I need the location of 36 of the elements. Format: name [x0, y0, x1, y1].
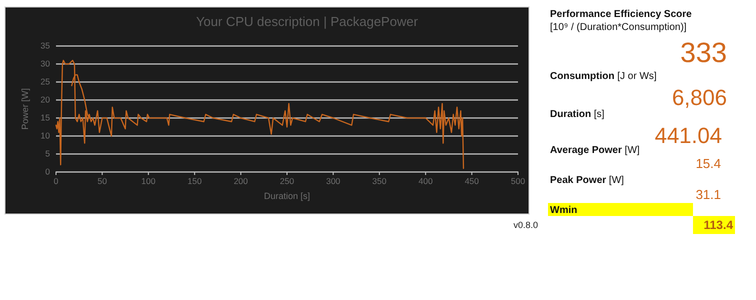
- text: Duration [s]: [550, 109, 605, 120]
- x-tick-label: 350: [372, 176, 387, 186]
- x-tick-label: 0: [54, 176, 59, 186]
- y-tick-label: 20: [40, 94, 50, 105]
- text: 6,806: [672, 85, 727, 110]
- x-tick-label: 500: [510, 176, 526, 186]
- chart-title: Your CPU description | PackagePower: [196, 14, 419, 29]
- text: 31.1: [696, 187, 721, 202]
- text: 15.4: [696, 156, 721, 171]
- x-tick-label: 150: [188, 176, 202, 186]
- x-tick-label: 100: [141, 176, 156, 186]
- text: 333: [680, 37, 727, 68]
- y-axis-title: Power [W]: [20, 88, 30, 130]
- y-tick-label: 30: [40, 58, 50, 69]
- y-tick-label: 25: [40, 76, 50, 87]
- y-tick-label: 0: [45, 166, 50, 177]
- text: v0.8.0: [513, 220, 538, 230]
- text: Average Power [W]: [550, 145, 640, 156]
- x-tick-label: 400: [418, 176, 433, 186]
- text: Peak Power [W]: [550, 175, 624, 186]
- y-tick-label: 15: [40, 112, 50, 123]
- x-axis-title: Duration [s]: [264, 191, 310, 201]
- x-tick-label: 300: [326, 176, 341, 186]
- x-tick-label: 200: [234, 176, 248, 186]
- text: [10⁹ / (Duration*Consumption)]: [550, 22, 687, 33]
- text: 441.04: [654, 123, 722, 148]
- x-tick-label: 250: [280, 176, 294, 186]
- y-tick-label: 35: [40, 40, 50, 51]
- text: Wmin: [550, 205, 578, 216]
- text: 113.4: [704, 218, 734, 232]
- x-tick-label: 50: [97, 176, 108, 186]
- y-tick-label: 10: [40, 130, 50, 141]
- text: Consumption [J or Ws]: [550, 71, 657, 82]
- y-tick-label: 5: [45, 148, 50, 159]
- x-tick-label: 450: [464, 176, 480, 186]
- text: Performance Efficiency Score: [550, 9, 692, 20]
